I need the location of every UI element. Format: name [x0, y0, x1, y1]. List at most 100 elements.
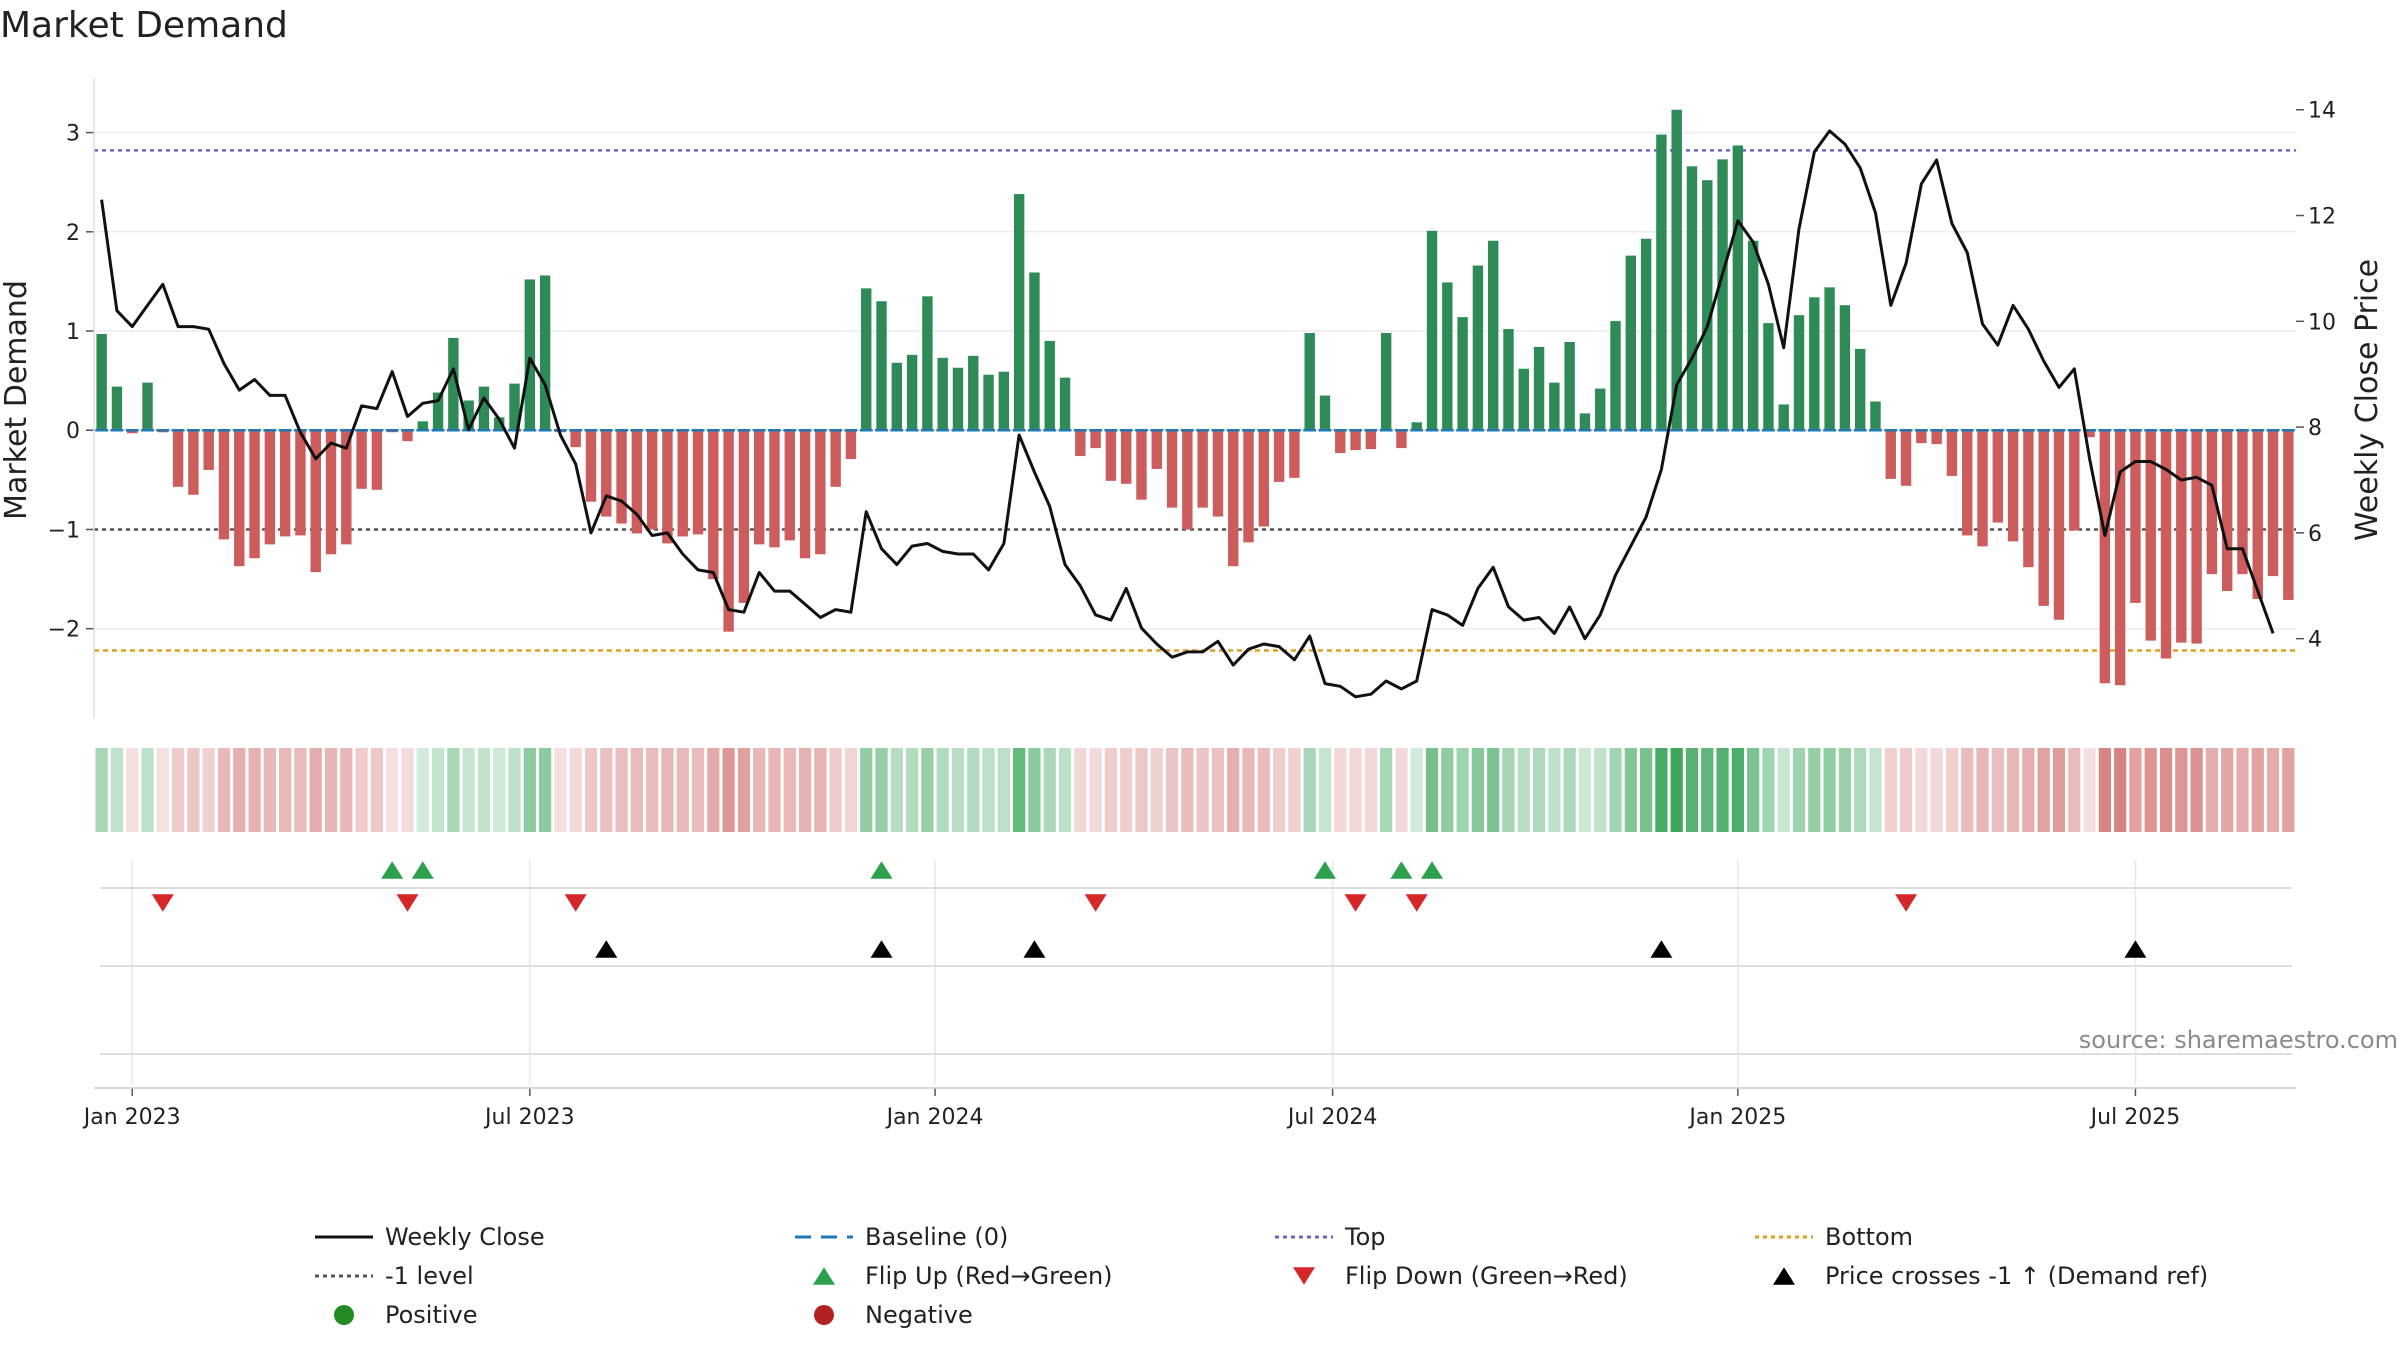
x-tick-label: Jan 2023 [82, 1105, 181, 1130]
source-note: source: sharemaestro.com [2079, 1026, 2398, 1054]
heat-cell [462, 748, 475, 832]
demand-bar [2145, 430, 2156, 641]
demand-bar [1228, 430, 1239, 567]
demand-bar [983, 374, 994, 431]
heat-cell [1609, 748, 1622, 832]
heat-cell [1181, 748, 1194, 832]
demand-bar [906, 354, 918, 431]
legend-label: Weekly Close [385, 1223, 545, 1251]
heat-cell [279, 748, 292, 832]
heat-cell [951, 748, 965, 832]
demand-bar [1686, 166, 1698, 431]
heat-cell [2052, 748, 2066, 832]
heat-cell [1777, 748, 1790, 832]
price-cross-marker [2124, 940, 2147, 958]
heat-cell [844, 748, 858, 832]
heat-cell [569, 748, 582, 832]
demand-bar [2252, 430, 2263, 599]
demand-bar [1212, 430, 1224, 517]
demand-bar [1350, 430, 1361, 451]
heat-cell [890, 748, 903, 832]
y-axis-label: Market Demand [0, 280, 34, 520]
heat-cell [1334, 748, 1347, 832]
demand-bar [1579, 413, 1591, 431]
heat-cell [676, 748, 689, 832]
demand-bar [784, 430, 795, 541]
demand-bar [478, 386, 490, 431]
heat-cell [2098, 748, 2111, 832]
heat-cell [615, 748, 628, 832]
demand-bar [1258, 430, 1270, 527]
demand-bar [1442, 282, 1453, 431]
demand-bar [1809, 297, 1820, 431]
heat-cell [737, 748, 751, 832]
demand-bar [539, 275, 551, 431]
flip-down-marker [1405, 894, 1428, 912]
heat-cell [1150, 748, 1163, 832]
demand-bar [1717, 159, 1728, 431]
demand-bar [1396, 430, 1407, 449]
flip-up-marker [1313, 861, 1336, 879]
demand-bar [1136, 430, 1147, 500]
heat-cell [141, 748, 154, 832]
heat-cell [1884, 748, 1897, 832]
demand-bar [2053, 430, 2065, 620]
legend-item: Top [1275, 1223, 1386, 1251]
heat-cell [1991, 748, 2004, 832]
heat-cell [1624, 748, 1637, 832]
heat-cell [1792, 748, 1806, 832]
heat-cell [1349, 748, 1362, 832]
demand-bar [1044, 340, 1055, 431]
demand-bar [1289, 430, 1300, 478]
demand-bar [2267, 430, 2279, 577]
price-cross-marker [1023, 940, 1046, 958]
heat-cell [1441, 748, 1454, 832]
legend-item: Bottom [1755, 1223, 1913, 1251]
demand-bar [1625, 255, 1637, 431]
y2-tick-label: 10 [2308, 310, 2336, 335]
legend-item: Flip Up (Red→Green) [813, 1262, 1113, 1290]
legend-label: Positive [385, 1301, 478, 1329]
legend-label: Negative [865, 1301, 973, 1329]
heat-cell [1395, 748, 1408, 832]
heat-cell [1013, 748, 1026, 832]
heat-cell [1487, 748, 1500, 832]
flip-down-marker [564, 894, 587, 912]
flip-down-marker [151, 894, 174, 912]
heat-cell [386, 748, 399, 832]
demand-bar [249, 430, 260, 559]
heat-cell [1104, 748, 1118, 832]
demand-bar [1962, 430, 1973, 536]
heat-cell [355, 748, 368, 832]
heat-cell [2129, 748, 2142, 832]
gridlines [94, 131, 2296, 1085]
demand-bar [1992, 430, 2004, 523]
heat-cell [2114, 748, 2127, 832]
heat-cell [554, 748, 567, 832]
heat-cell [1089, 748, 1102, 832]
demand-bar [1702, 180, 1713, 431]
heat-cell [661, 748, 674, 832]
heat-cell [2190, 748, 2203, 832]
heat-cell [768, 748, 781, 832]
demand-bar [1243, 430, 1254, 543]
demand-bar [325, 430, 337, 555]
demand-bar [1166, 430, 1178, 508]
heat-cell [1211, 748, 1225, 832]
heat-cell [1120, 748, 1133, 832]
heat-cell [798, 748, 812, 832]
demand-bar [1013, 194, 1025, 431]
demand-bar [1120, 430, 1132, 484]
flip-down-marker [1895, 894, 1918, 912]
demand-bar [448, 337, 459, 431]
demand-bar [1411, 422, 1422, 431]
demand-bar [2099, 430, 2111, 684]
heat-cell [814, 748, 827, 832]
heat-cell [905, 748, 919, 832]
heat-cell [1899, 748, 1913, 832]
demand-bar [861, 288, 872, 431]
heat-cell [110, 748, 124, 832]
heat-cell [1058, 748, 1072, 832]
weekly-close-path [100, 129, 2275, 699]
demand-bar [1197, 430, 1208, 508]
